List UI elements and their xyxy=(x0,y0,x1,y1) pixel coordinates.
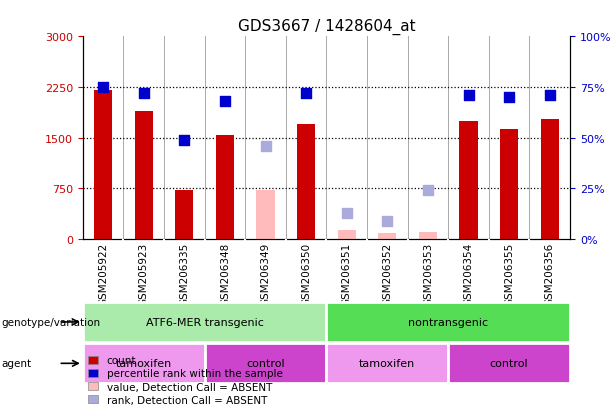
Point xyxy=(98,84,108,91)
Point xyxy=(220,99,230,105)
Bar xyxy=(327,302,570,342)
Text: GSM206349: GSM206349 xyxy=(261,243,270,306)
Bar xyxy=(256,190,275,240)
Bar xyxy=(297,125,315,240)
Bar xyxy=(500,130,519,240)
Bar xyxy=(175,190,194,240)
Bar xyxy=(83,344,205,383)
Text: genotype/variation: genotype/variation xyxy=(1,317,101,327)
Point xyxy=(545,93,555,99)
Text: control: control xyxy=(490,358,528,368)
Text: GSM206348: GSM206348 xyxy=(220,243,230,306)
Text: GSM206351: GSM206351 xyxy=(341,243,352,306)
Text: ATF6-MER transgenic: ATF6-MER transgenic xyxy=(146,317,264,327)
Bar xyxy=(459,121,478,240)
Text: tamoxifen: tamoxifen xyxy=(359,358,416,368)
Text: GSM206353: GSM206353 xyxy=(423,243,433,306)
Bar xyxy=(94,91,112,240)
Text: control: control xyxy=(246,358,285,368)
Text: agent: agent xyxy=(1,358,31,368)
Point xyxy=(463,93,473,99)
Text: tamoxifen: tamoxifen xyxy=(115,358,172,368)
Bar xyxy=(338,231,356,240)
Bar xyxy=(448,344,570,383)
Text: GSM205923: GSM205923 xyxy=(139,243,149,306)
Point xyxy=(342,210,352,216)
Text: GSM206352: GSM206352 xyxy=(383,243,392,306)
Text: nontransgenic: nontransgenic xyxy=(408,317,489,327)
Text: GSM206356: GSM206356 xyxy=(545,243,555,306)
Text: GSM206335: GSM206335 xyxy=(179,243,189,306)
Point xyxy=(383,218,392,225)
Text: GSM205922: GSM205922 xyxy=(98,243,108,306)
Text: GSM206354: GSM206354 xyxy=(463,243,474,306)
Bar xyxy=(378,233,397,240)
Text: GSM206350: GSM206350 xyxy=(301,243,311,306)
Point xyxy=(139,90,148,97)
Bar xyxy=(83,302,327,342)
Point xyxy=(504,95,514,101)
Bar xyxy=(419,232,437,240)
Bar xyxy=(216,135,234,240)
Point xyxy=(261,143,270,150)
Bar xyxy=(134,112,153,240)
Point xyxy=(423,188,433,194)
Title: GDS3667 / 1428604_at: GDS3667 / 1428604_at xyxy=(238,18,415,34)
Bar xyxy=(205,344,327,383)
Point xyxy=(180,137,189,144)
Bar xyxy=(541,119,559,240)
Text: GSM206355: GSM206355 xyxy=(504,243,514,306)
Bar xyxy=(327,344,448,383)
Point xyxy=(301,90,311,97)
Legend: count, percentile rank within the sample, value, Detection Call = ABSENT, rank, : count, percentile rank within the sample… xyxy=(85,352,286,408)
